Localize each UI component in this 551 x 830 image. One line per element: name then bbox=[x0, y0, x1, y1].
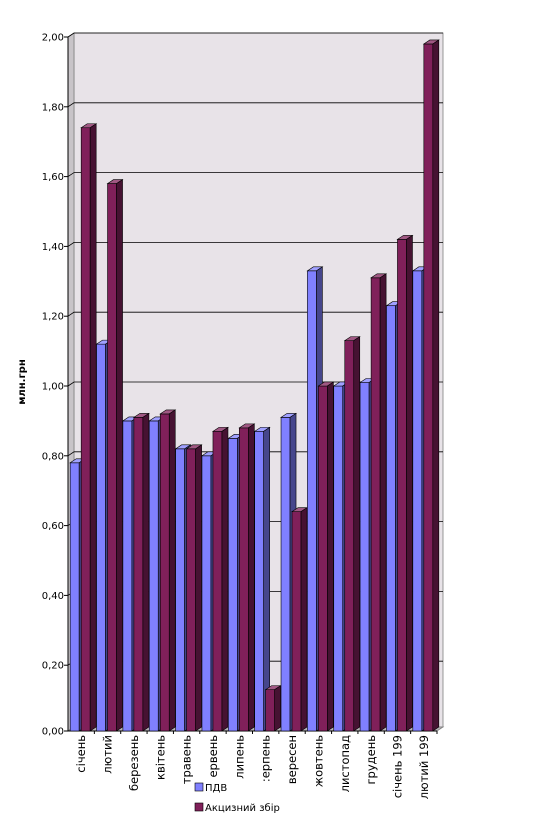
y-tick-label: 1,00 bbox=[42, 382, 64, 393]
bar-excise-6 bbox=[238, 423, 256, 732]
x-tick-label: січень 199 bbox=[390, 735, 404, 798]
x-axis: січень лютий березень квітень травень ервень л… bbox=[74, 735, 431, 800]
x-tick-label: жовтень bbox=[311, 735, 325, 787]
gridline bbox=[67, 241, 443, 247]
y-tick-label: 0,80 bbox=[42, 451, 64, 462]
legend-item-pdv: ПДВ bbox=[194, 782, 227, 794]
x-tick-label: листопад bbox=[338, 735, 352, 792]
legend-swatch bbox=[194, 802, 204, 812]
bar-excise-1 bbox=[106, 179, 124, 732]
x-tick-label: квітень bbox=[153, 735, 167, 780]
x-tick-label: грудень bbox=[364, 735, 378, 785]
bar-excise-13 bbox=[422, 39, 440, 732]
bar-excise-9 bbox=[317, 381, 335, 732]
y-tick-label: 1,80 bbox=[42, 102, 64, 113]
y-tick-label: 0,00 bbox=[42, 727, 64, 738]
legend-item-excise: Акцизний збір bbox=[194, 802, 280, 814]
y-tick-label: 1,60 bbox=[42, 172, 64, 183]
y-tick-label: 1,20 bbox=[42, 312, 64, 323]
gridline bbox=[67, 172, 443, 177]
y-tick-label: 0,40 bbox=[42, 591, 64, 602]
bar-excise-7 bbox=[264, 685, 282, 732]
y-tick-label: 0,60 bbox=[42, 521, 64, 532]
bar-excise-5 bbox=[211, 426, 229, 732]
legend: ПДВ Акцизний збір bbox=[194, 782, 280, 814]
bar-pdv-7 bbox=[253, 426, 271, 732]
bar-excise-0 bbox=[80, 123, 98, 732]
x-tick-label: березень bbox=[127, 735, 141, 791]
x-tick-label: лютий 199 bbox=[417, 735, 431, 799]
y-axis: 0,00 0,20 0,40 0,60 0,80 1,00 1,20 1,40 1,60 1,80… bbox=[42, 33, 69, 738]
x-tick-label: травень bbox=[180, 735, 194, 784]
x-tick-label: січень bbox=[74, 735, 88, 773]
bar-excise-12 bbox=[396, 234, 414, 732]
y-tick-label: 0,20 bbox=[42, 661, 64, 672]
gridline bbox=[67, 32, 443, 38]
x-tick-label: липень bbox=[232, 735, 246, 779]
legend-swatch bbox=[194, 782, 204, 792]
y-axis-title: млн.грн bbox=[17, 359, 28, 405]
gridline bbox=[67, 102, 443, 108]
bar-excise-10 bbox=[343, 336, 361, 732]
legend-label: ПДВ bbox=[205, 783, 227, 794]
bars bbox=[68, 39, 440, 734]
x-tick-label: ервень bbox=[206, 735, 220, 778]
bar-excise-4 bbox=[185, 444, 203, 732]
x-tick-label: лютий bbox=[101, 735, 115, 774]
x-tick-label: вересен bbox=[285, 735, 299, 784]
bar-excise-2 bbox=[132, 412, 150, 732]
y-tick-label: 2,00 bbox=[42, 33, 64, 44]
x-tick-label: :ерпень bbox=[259, 735, 273, 782]
legend-label: Акцизний збір bbox=[205, 802, 280, 814]
bar-excise-3 bbox=[159, 409, 177, 732]
y-tick-label: 1,40 bbox=[42, 242, 64, 253]
bar-excise-11 bbox=[370, 273, 388, 732]
bar-excise-8 bbox=[291, 507, 309, 732]
